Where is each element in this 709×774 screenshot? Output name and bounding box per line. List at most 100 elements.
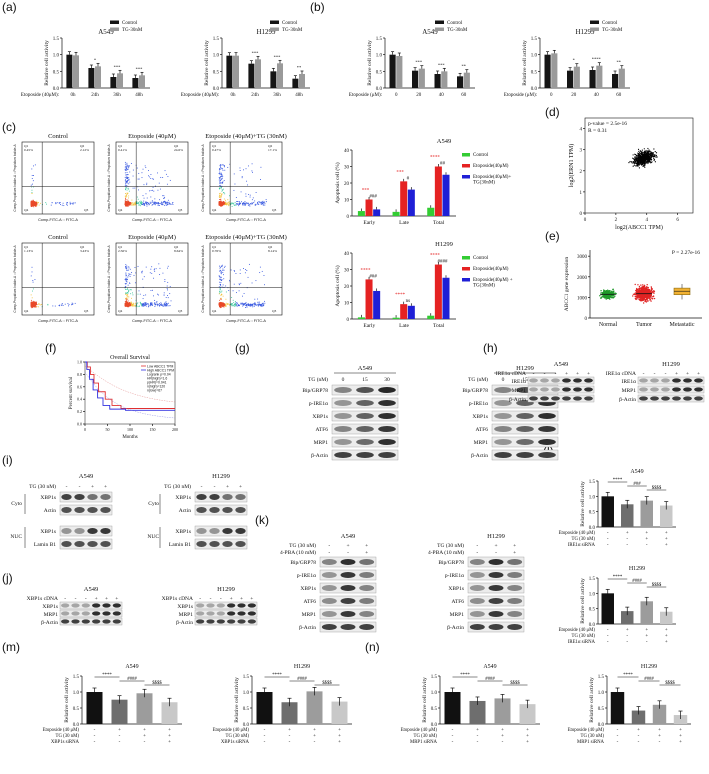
flow-dot [140, 302, 141, 304]
flow-dot [156, 172, 158, 174]
flow-dot [149, 305, 151, 307]
scatter-point [640, 159, 642, 161]
flow-dot [126, 305, 128, 307]
scatter-point [642, 151, 644, 154]
flow-dot [220, 185, 221, 187]
flow-dot [36, 304, 38, 305]
flow-dot [139, 301, 141, 303]
scatter-point [643, 156, 645, 158]
flow-dot [238, 205, 240, 207]
flow-dot [125, 201, 127, 203]
flow-dot [163, 303, 165, 305]
x-prefix-label: Etoposide (μM): [504, 93, 537, 98]
flow-dot [31, 303, 33, 305]
flow-dot [238, 305, 240, 306]
flow-dot [252, 171, 253, 173]
flow-dot [74, 302, 76, 304]
flow-plot-title: Control [48, 234, 68, 241]
flow-dot [162, 177, 164, 178]
flow-dot [127, 202, 129, 204]
flow-dot [153, 295, 154, 297]
legend-swatch [590, 20, 599, 24]
flow-dot [128, 188, 130, 190]
flow-dot [163, 197, 165, 199]
flow-dot [167, 302, 169, 304]
flow-dot [33, 205, 35, 207]
flow-dot [231, 304, 233, 306]
flow-dot [156, 302, 158, 304]
y-tick-label: 1.0 [376, 54, 383, 59]
flow-dot [125, 264, 127, 266]
scatter-point [638, 153, 641, 155]
jitter-point [603, 289, 605, 292]
flow-dot [221, 179, 223, 181]
y-tick-label: 30 [344, 269, 350, 274]
flow-dot-cloud [124, 263, 172, 308]
flow-dot [159, 199, 161, 201]
scatter-point [638, 156, 640, 158]
bar [573, 66, 580, 88]
flow-dot [246, 304, 248, 306]
flow-dot [251, 202, 253, 204]
scatter-point [635, 162, 637, 164]
flow-dot [164, 202, 166, 204]
flow-dot [34, 305, 36, 306]
flow-dot [251, 170, 253, 172]
flow-dot [30, 201, 32, 203]
x-tick-label: 24h [251, 93, 259, 98]
scatter-point [637, 148, 640, 151]
x-tick-label: 20 [571, 93, 577, 98]
flow-dot [125, 187, 127, 189]
jitter-point [633, 293, 636, 296]
scatter-point [651, 154, 653, 156]
flow-dot [220, 204, 222, 206]
flow-dot [224, 169, 226, 171]
panel-label: (m) [2, 640, 20, 654]
flow-dot [221, 203, 223, 205]
flow-dot [57, 202, 59, 204]
jitter-point [635, 287, 638, 290]
flow-dot [245, 307, 246, 308]
quadrant-label: Q1 [118, 144, 123, 148]
flow-dot [35, 202, 37, 204]
flow-dot [141, 304, 143, 306]
flow-dot [249, 203, 251, 205]
flow-dot [126, 301, 128, 303]
flow-dot [127, 182, 129, 184]
flow-dot [136, 303, 138, 305]
bar [373, 209, 381, 216]
flow-dot [35, 303, 37, 305]
flow-dot [233, 189, 235, 191]
flow-dot [235, 273, 237, 274]
flow-dot [34, 164, 36, 166]
flow-dot [154, 202, 156, 204]
flow-dot [234, 183, 236, 185]
flow-dot [231, 304, 233, 306]
flow-dot-cloud [30, 266, 76, 309]
y-tick-label: 0 [585, 317, 588, 322]
jitter-point [634, 297, 637, 300]
flow-dot [257, 302, 259, 304]
flow-dot [129, 305, 131, 307]
flow-dot [220, 302, 222, 304]
flow-dot [32, 303, 34, 305]
flow-dot [164, 170, 166, 172]
flow-dot [221, 305, 223, 307]
scatter-point [647, 161, 649, 163]
y-tick-label: 1.0 [531, 54, 538, 59]
flow-dot [126, 305, 128, 307]
flow-dot [32, 305, 34, 306]
flow-plot-title: Etoposide (40μM)+TG (30nM) [205, 234, 287, 241]
flow-dot [125, 201, 127, 203]
flow-dot [144, 302, 146, 304]
flow-dot [126, 291, 128, 293]
scatter-point [635, 159, 637, 161]
flow-dot [250, 203, 252, 205]
flow-dot [126, 184, 128, 186]
flow-dot [135, 304, 137, 306]
flow-dot [170, 300, 172, 302]
flow-dot [220, 182, 222, 184]
jitter-point [649, 289, 651, 291]
panel-label: (d) [545, 105, 560, 119]
flow-plot-title: Etoposide (40μM) [128, 234, 176, 241]
